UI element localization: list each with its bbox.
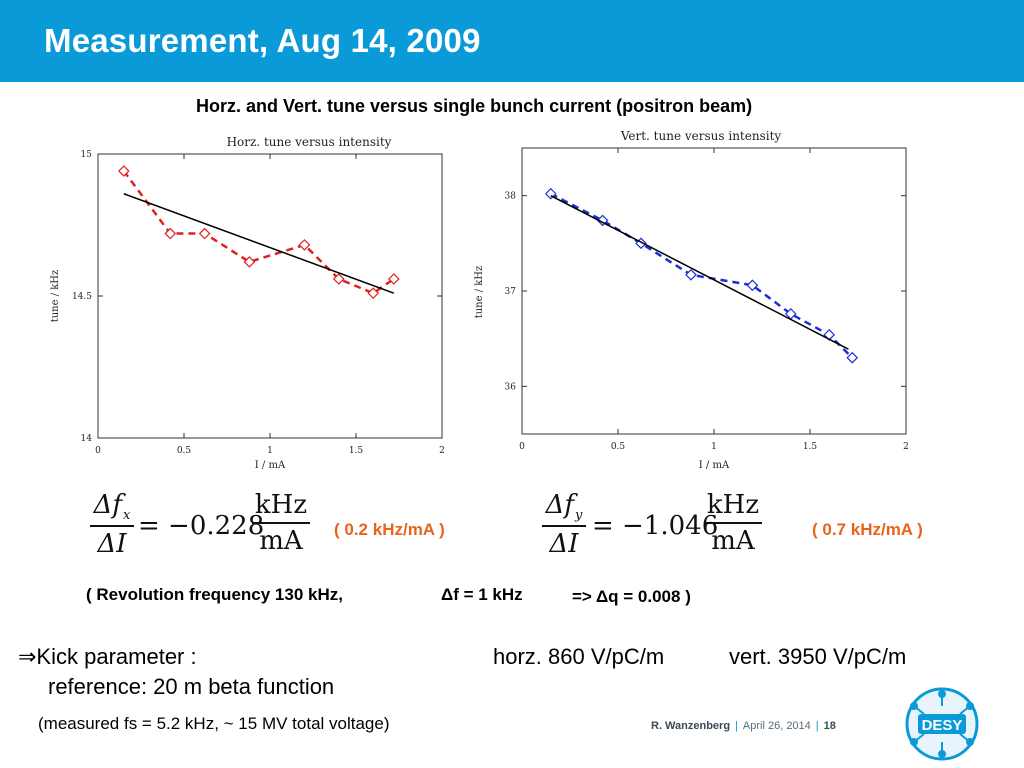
delta-i: ΔI [549, 528, 579, 559]
delta-f-over-delta-i: Δfx ΔI [90, 490, 134, 559]
x-tick-label: 1.5 [349, 446, 364, 456]
slide-subtitle: Horz. and Vert. tune versus single bunch… [196, 96, 753, 116]
vert-tune-chart: Vert. tune versus intensity 0 0.5 1 1.5 2 36 3… [474, 129, 909, 471]
measured-note: (measured fs = 5.2 kHz, ~ 15 MV total vo… [38, 714, 390, 733]
desy-logo-text: DESY [922, 717, 963, 734]
kick-horz-value: horz. 860 V/pC/m [493, 644, 665, 669]
revolution-part2: Δf = 1 kHz [441, 585, 523, 604]
slide-title: Measurement, Aug 14, 2009 [44, 22, 481, 59]
plot-frame [97, 153, 443, 439]
delta-f: Δf [93, 490, 123, 520]
kick-vert-value: vert. 3950 V/pC/m [729, 644, 907, 669]
chart-marks [117, 165, 400, 300]
axis-ticks: 0 0.5 1 1.5 2 36 37 38 [505, 148, 909, 452]
unit-fraction: kHz mA [252, 490, 310, 556]
x-tick-label: 0 [519, 442, 525, 452]
revolution-part3: => Δq = 0.008 ) [572, 587, 691, 606]
x-tick-label: 1 [267, 446, 273, 456]
fit-line [550, 195, 849, 350]
data-point [823, 329, 836, 341]
data-point [746, 279, 759, 292]
footer-author: R. Wanzenberg [651, 720, 731, 732]
y-tick-label: 15 [81, 150, 93, 160]
kick-parameter-label: ⇒Kick parameter : [18, 644, 197, 669]
data-point [117, 165, 130, 177]
fraction-bar [90, 525, 134, 527]
unit-fraction: kHz mA [704, 490, 762, 556]
horz-slope-note: ( 0.2 kHz/mA ) [334, 520, 445, 539]
fit-line [123, 193, 395, 294]
data-point [198, 227, 211, 240]
chart-marks [544, 187, 859, 364]
series-line [122, 170, 395, 295]
delta-f-over-delta-i: Δfy ΔI [542, 490, 586, 559]
x-tick-label: 0.5 [177, 446, 192, 456]
data-point [387, 273, 400, 285]
unit-num: kHz [706, 490, 760, 520]
delta-i: ΔI [97, 528, 127, 559]
desy-logo-icon: DESY [905, 687, 979, 761]
fraction-bar [542, 525, 586, 527]
horz-tune-chart: Horz. tune versus intensity 0 0.5 1 1.5 2 14 1… [50, 135, 445, 471]
subscript-x: x [123, 508, 131, 523]
plot-frame [521, 147, 907, 435]
axis-ticks: 0 0.5 1 1.5 2 14 14.5 15 [72, 150, 445, 456]
y-axis-label: tune / kHz [474, 266, 485, 319]
data-point [332, 273, 345, 285]
unit-den: mA [259, 525, 303, 556]
data-point [846, 351, 859, 364]
revolution-part1: ( Revolution frequency 130 kHz, [86, 585, 343, 604]
kick-reference: reference: 20 m beta function [48, 674, 335, 699]
coefficient: = −0.228 [138, 511, 265, 541]
footer-date: April 26, 2014 [742, 720, 811, 732]
x-axis-label: I / mA [255, 460, 286, 471]
data-point [367, 287, 380, 300]
y-tick-label: 36 [505, 382, 517, 392]
footer-separator: | [815, 720, 819, 732]
series-line [550, 192, 854, 359]
x-tick-label: 0.5 [611, 442, 626, 452]
data-point [243, 256, 256, 268]
vert-slope-note: ( 0.7 kHz/mA ) [812, 520, 923, 539]
footer-page: 18 [823, 720, 836, 732]
x-tick-label: 1 [711, 442, 717, 452]
chart-title: Horz. tune versus intensity [227, 135, 392, 149]
data-point [685, 268, 697, 281]
y-tick-label: 38 [505, 192, 517, 202]
y-tick-label: 14.5 [72, 292, 92, 302]
fraction-bar [704, 522, 762, 524]
unit-den: mA [711, 525, 755, 556]
y-axis-label: tune / kHz [50, 270, 61, 323]
unit-num: kHz [254, 490, 308, 520]
y-tick-label: 14 [81, 434, 93, 444]
x-tick-label: 2 [439, 446, 445, 456]
coefficient: = −1.046 [592, 511, 719, 541]
title-bar: Measurement, Aug 14, 2009 [0, 0, 1024, 82]
fraction-bar [252, 522, 310, 524]
delta-f: Δf [545, 490, 575, 520]
x-axis-label: I / mA [699, 460, 730, 471]
x-tick-label: 2 [903, 442, 909, 452]
subscript-y: y [575, 508, 583, 523]
y-tick-label: 37 [505, 287, 517, 297]
x-tick-label: 0 [95, 446, 101, 456]
data-point [164, 227, 177, 240]
footer: R. Wanzenberg | April 26, 2014 | 18 [651, 720, 836, 732]
data-point [298, 239, 311, 251]
x-tick-label: 1.5 [803, 442, 818, 452]
footer-separator: | [735, 720, 738, 732]
chart-title: Vert. tune versus intensity [620, 129, 782, 143]
